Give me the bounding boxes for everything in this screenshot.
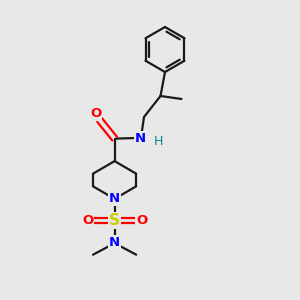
Text: O: O [136,214,147,227]
Text: H: H [153,135,163,148]
Text: N: N [109,236,120,249]
Text: N: N [134,131,146,145]
Text: S: S [109,213,120,228]
Text: O: O [82,214,93,227]
Text: O: O [90,107,102,120]
Text: N: N [109,192,120,206]
